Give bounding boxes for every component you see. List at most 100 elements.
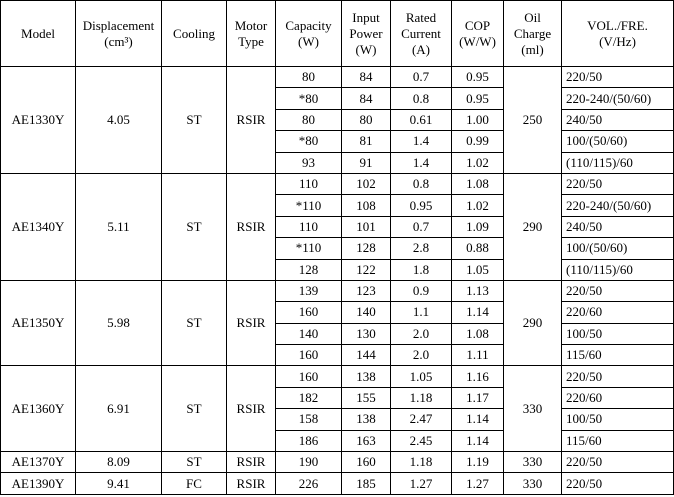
cop-cell: 1.00 [451, 108, 504, 132]
header-text: Type [238, 33, 264, 49]
displacement-cell: 8.09 [75, 451, 162, 474]
input-power-cell: 122 [341, 258, 391, 281]
data-row: AE1360Y 6.91 ST RSIR 160 138 1.05 1.16 330 220/50 [0, 365, 674, 453]
input-power-cell: 102 [341, 172, 391, 196]
data-row: AE1350Y 5.98 ST RSIR 139 123 0.9 1.13 290 220/50 [0, 279, 674, 367]
table-body: AE1330Y 4.05 ST RSIR 80 84 0.7 0.95 250 220/50 *80… [0, 65, 674, 495]
model-cell: AE1370Y [0, 451, 76, 474]
motor-cell: RSIR [226, 66, 276, 174]
oil-cell: 290 [503, 279, 562, 367]
data-row: AE1370Y 8.09 ST RSIR 190 160 1.18 1.19 330 220/50 [0, 451, 674, 474]
voltage-cell: 220/50 [561, 472, 674, 495]
header-text: (W/W) [459, 33, 496, 49]
cop-cell: 1.08 [451, 172, 504, 196]
header-text: Current [401, 25, 441, 41]
data-row: 182 155 1.18 1.17 220/60 [1, 386, 674, 410]
capacity-cell: 80 [275, 65, 342, 89]
header-text: Capacity [285, 17, 332, 33]
current-cell: 1.8 [390, 258, 452, 281]
header-text: COP [464, 17, 491, 33]
voltage-cell: 220-240/(50/60) [561, 194, 674, 217]
model-cell: AE1390Y [0, 472, 76, 495]
capacity-cell: 128 [275, 258, 342, 281]
voltage-cell: 100/50 [561, 322, 674, 346]
cop-cell: 1.27 [451, 472, 504, 495]
header-cell: Oil Charge (ml) [503, 0, 562, 67]
cooling-cell: FC [161, 472, 227, 495]
header-cell: Cooling [161, 0, 227, 67]
motor-cell: RSIR [226, 172, 276, 281]
displacement-cell: 4.05 [75, 66, 162, 174]
capacity-cell: 160 [275, 344, 342, 367]
model-cell: AE1360Y [0, 365, 76, 453]
data-row: AE1390Y 9.41 FC RSIR 226 185 1.27 1.27 330 220/50 [0, 472, 674, 495]
capacity-cell: *80 [275, 130, 342, 153]
current-cell: 0.7 [390, 65, 452, 89]
cop-cell: 1.14 [451, 408, 504, 431]
cop-cell: 1.19 [451, 451, 504, 474]
voltage-cell: 220/50 [561, 65, 674, 89]
current-cell: 0.8 [390, 172, 452, 196]
header-cell: Input Power (W) [341, 0, 391, 67]
current-cell: 1.27 [390, 472, 452, 495]
current-cell: 1.05 [390, 365, 452, 388]
input-power-cell: 81 [341, 130, 391, 153]
displacement-cell: 6.91 [75, 365, 162, 453]
data-row: 160 144 2.0 1.11 115/60 [1, 344, 674, 367]
header-cell: Rated Current (A) [390, 0, 452, 67]
data-row: AE1330Y 4.05 ST RSIR 80 84 0.7 0.95 250 220/50 [0, 65, 674, 174]
input-power-cell: 140 [341, 301, 391, 324]
input-power-cell: 101 [341, 215, 391, 239]
input-power-cell: 144 [341, 344, 391, 367]
data-row: 128 122 1.8 1.05 (110/115)/60 [1, 258, 674, 281]
header-cell: VOL./FRE. (V/Hz) [561, 0, 674, 67]
capacity-cell: 190 [275, 451, 342, 474]
input-power-cell: 80 [341, 108, 391, 132]
cooling-cell: ST [161, 172, 227, 281]
header-text: VOL./FRE. [587, 17, 648, 33]
oil-cell: 330 [503, 365, 562, 453]
current-cell: 0.7 [390, 215, 452, 239]
input-power-cell: 163 [341, 429, 391, 453]
current-cell: 2.0 [390, 322, 452, 346]
capacity-cell: 110 [275, 172, 342, 196]
input-power-cell: 185 [341, 472, 391, 495]
input-power-cell: 128 [341, 237, 391, 260]
voltage-cell: 240/50 [561, 108, 674, 132]
cop-cell: 0.95 [451, 65, 504, 89]
current-cell: 1.4 [390, 130, 452, 153]
header-text: Model [21, 25, 55, 41]
current-cell: 1.18 [390, 386, 452, 410]
cop-cell: 1.02 [451, 151, 504, 174]
capacity-cell: 226 [275, 472, 342, 495]
model-cell: AE1350Y [0, 279, 76, 367]
data-row: 110 101 0.7 1.09 240/50 [1, 215, 674, 239]
voltage-cell: 220/60 [561, 301, 674, 324]
current-cell: 0.9 [390, 279, 452, 303]
current-cell: 1.4 [390, 151, 452, 174]
voltage-cell: 220/50 [561, 172, 674, 196]
input-power-cell: 138 [341, 365, 391, 388]
capacity-cell: 140 [275, 322, 342, 346]
input-power-cell: 155 [341, 386, 391, 410]
input-power-cell: 91 [341, 151, 391, 174]
header-text: Displacement [82, 17, 155, 33]
data-row: 140 130 2.0 1.08 100/50 [1, 322, 674, 346]
header-text: Motor [234, 17, 268, 33]
header-text: (W) [355, 41, 377, 57]
header-text: (W) [298, 33, 319, 49]
header-cell: Displacement (cm³) [75, 0, 162, 67]
motor-cell: RSIR [226, 472, 276, 495]
header-text: (ml) [521, 41, 544, 57]
current-cell: 1.1 [390, 301, 452, 324]
cop-cell: 1.09 [451, 215, 504, 239]
header-cell: COP (W/W) [451, 0, 504, 67]
header-text: Input [352, 9, 380, 25]
header-text: (V/Hz) [599, 33, 636, 49]
capacity-cell: 160 [275, 301, 342, 324]
header-text: (A) [411, 41, 431, 57]
cop-cell: 0.88 [451, 237, 504, 260]
cop-cell: 1.16 [451, 365, 504, 388]
motor-cell: RSIR [226, 365, 276, 453]
